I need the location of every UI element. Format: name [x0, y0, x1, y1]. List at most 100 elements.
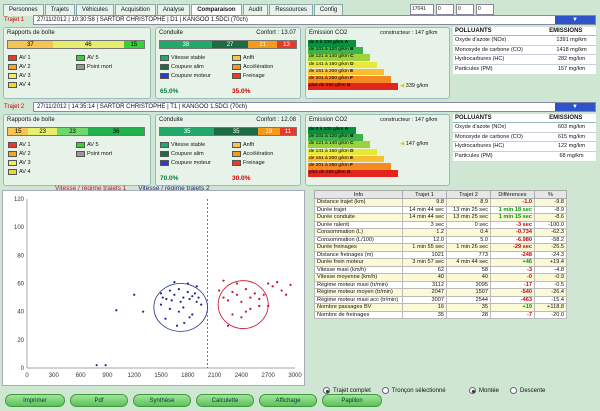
y-tick-label: 60: [17, 282, 24, 288]
point-trajet-2: [271, 285, 274, 288]
table-row[interactable]: Durée frein moteur 3 min 57 sec 4 min 44 s…: [314, 258, 567, 267]
tab-personnes[interactable]: Personnes: [3, 4, 44, 16]
pollutants-header: POLLUANTS: [453, 114, 548, 123]
x-tick-label: 0: [25, 373, 29, 379]
tab-analyse[interactable]: Analyse: [156, 4, 191, 16]
trip-header[interactable]: 27/11/2012 | 10:30:58 | SARTOR CHRISTOPH…: [33, 15, 596, 25]
point-trajet-2: [267, 282, 270, 285]
co2-class-letter: A: [344, 40, 349, 45]
legend-swatch: [76, 55, 85, 61]
point-trajet-2: [222, 279, 225, 282]
affichage-button[interactable]: Affichage: [259, 394, 317, 407]
table-row[interactable]: Durée trajet 14 min 44 sec 13 min 25 sec 1 …: [314, 205, 567, 214]
co2-indicator: ◀ 147 g/km: [400, 141, 428, 147]
point-trajet-1: [168, 289, 172, 292]
co2-indicator: ◀ 339 g/km: [400, 83, 428, 89]
table-cell: 40: [402, 273, 447, 282]
pollutant-value: 282 mg/km: [547, 54, 596, 64]
legend-swatch: [160, 73, 169, 79]
table-row[interactable]: Consommation (L/100) 12.0 5.0 -6.980 -58.2: [314, 235, 567, 244]
table-cell: Distance trajet (km): [314, 198, 403, 207]
tab-ressources[interactable]: Ressources: [269, 4, 313, 16]
field-4[interactable]: 0: [476, 4, 494, 15]
table-row[interactable]: Durée ralenti 3 sec 0 sec -3 sec -100.0: [314, 220, 567, 229]
table-row[interactable]: Durée conduite 14 min 44 sec 13 min 25 sec…: [314, 213, 567, 222]
table-row[interactable]: Consommation (L) 1.2 0.4 -0.734 -62.3: [314, 228, 567, 237]
table-cell: +118.8: [534, 303, 567, 312]
conduite-legend-item: Freinage: [232, 73, 265, 79]
id-field[interactable]: 17041: [410, 4, 434, 15]
co2-class-letter: B: [350, 47, 354, 53]
point-trajet-1: [175, 324, 179, 327]
field-2[interactable]: 0: [436, 4, 454, 15]
conduite-bar: 38 27 21 13: [159, 40, 297, 49]
table-cell: -6.980: [490, 235, 535, 244]
trip-header[interactable]: 27/11/2012 | 14:35:14 | SARTOR CHRISTOPH…: [33, 102, 596, 112]
point-trajet-2: [240, 316, 243, 319]
scatter-chart[interactable]: 0 300 600 900 1200 1500 1800 2100 2400 2700 3000 0 2…: [2, 190, 305, 386]
pdf-button[interactable]: Pdf: [70, 394, 128, 407]
conduite-legend-item: Accélération: [232, 64, 273, 70]
pollutant-row: Particules (PM) 68 mg/km: [453, 150, 596, 161]
table-row[interactable]: Régime moteur maxi acc (tr/min) 3007 2544-…: [314, 295, 567, 304]
confort-label: Confort :: [256, 117, 280, 123]
table-header: Trajet 1: [402, 190, 447, 199]
table-row[interactable]: Nombre passages BV 16 35 +19 +118.8: [314, 303, 567, 312]
table-cell: 3112: [402, 280, 447, 289]
table-row[interactable]: Vitesse moyenne (km/h) 40 40 -0 -0.9: [314, 273, 567, 282]
x-tick-label: 300: [49, 373, 60, 379]
rapports-legend-item: AV 1: [8, 142, 31, 148]
radio-montee[interactable]: [469, 387, 476, 394]
point-trajet-1: [164, 317, 167, 320]
co2-class-label: plus de 250 g/km: [309, 170, 346, 176]
point-trajet-1: [95, 364, 98, 367]
rapports-segment: 36: [88, 128, 144, 135]
papillon-button[interactable]: Papillon: [322, 394, 382, 407]
legend-swatch: [76, 64, 85, 70]
rapports-segment: 15: [8, 128, 29, 135]
table-row[interactable]: Régime moteur maxi (tr/min) 3112 3095 -17 -0…: [314, 280, 567, 289]
table-row[interactable]: Durée freinages 1 min 55 sec 1 min 26 sec -…: [314, 243, 567, 252]
tab-trajets[interactable]: Trajets: [44, 4, 75, 16]
table-cell: 1.2: [402, 228, 447, 237]
rapports-legend-item: AV 2: [8, 64, 31, 70]
calculette-button[interactable]: Calculette: [196, 394, 254, 407]
rapports-legend-item: AV 5: [76, 142, 99, 148]
rapports-legend-item: AV 5: [76, 55, 99, 61]
x-tick-label: 1500: [154, 373, 168, 379]
conduite-legend-item: Coupure moteur: [160, 73, 211, 79]
co2-constructeur: constructeur : 147 g/km: [380, 117, 438, 123]
tab-vhicules[interactable]: Véhicules: [75, 4, 114, 16]
legend-swatch: [232, 151, 241, 157]
point-trajet-1: [191, 313, 194, 316]
print-button[interactable]: Imprimer: [5, 394, 65, 407]
field-3[interactable]: 0: [456, 4, 474, 15]
point-trajet-1: [177, 288, 180, 291]
table-row[interactable]: Vitesse maxi (km/h) 62 58 -3 -4.8: [314, 265, 567, 274]
table-row[interactable]: Régime moteur moyen (tr/min) 2047 1507 -540…: [314, 288, 567, 297]
trip-dropdown-icon[interactable]: ▼: [555, 16, 595, 24]
table-cell: 13 min 25 sec: [446, 213, 491, 222]
point-trajet-2: [280, 289, 283, 292]
point-trajet-2: [258, 304, 261, 308]
table-row[interactable]: Distance trajet (km) 9.8 8.9 -1.0 -9.8: [314, 198, 567, 207]
tab-audit[interactable]: Audit: [242, 4, 269, 16]
radio-descente[interactable]: [510, 387, 518, 394]
radio-trajet-complet[interactable]: [323, 387, 330, 394]
conduite-pct-left: 70.0%: [160, 175, 179, 182]
comparison-table: Info Trajet 1 Trajet 2 Différences% Distance…: [314, 190, 567, 319]
radio-troncon[interactable]: [381, 387, 389, 394]
synthese-button[interactable]: Synthèse: [133, 394, 191, 407]
table-row[interactable]: Distance freinages (m) 1021 773 -248 -24.3: [314, 250, 567, 259]
point-trajet-1: [195, 285, 198, 288]
table-row[interactable]: Nombre de freinages 35 28 -7 -20.0: [314, 310, 567, 319]
tab-acquisition[interactable]: Acquisition: [114, 4, 156, 16]
legend-label: Freinage: [243, 160, 265, 166]
rapports-bar: 15 23 23 36: [7, 127, 145, 136]
tab-config[interactable]: Config: [313, 4, 344, 16]
point-trajet-1: [165, 297, 168, 301]
point-trajet-1: [186, 282, 189, 285]
tab-comparaison[interactable]: Comparaison: [191, 4, 242, 16]
trip-dropdown-icon[interactable]: ▼: [555, 103, 595, 111]
